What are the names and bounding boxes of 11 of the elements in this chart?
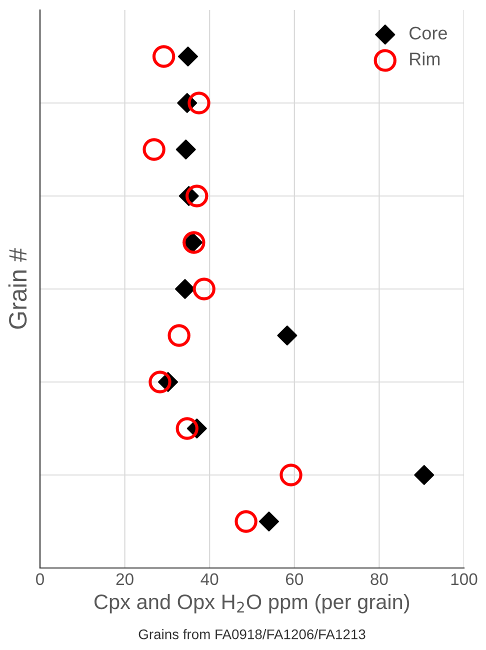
x-tick-label: 100	[451, 573, 478, 586]
x-axis-title: Cpx and Opx H$_{2}$O ppm (per grain)	[94, 594, 410, 614]
legend-label: Rim	[410, 52, 440, 66]
x-tick-label: 40	[200, 573, 218, 586]
x-tick-label: 20	[116, 573, 134, 586]
x-tick-label: 60	[286, 573, 304, 586]
legend-label: Core	[410, 26, 447, 40]
x-tick-label: 0	[36, 573, 44, 586]
y-axis-title: Grain #	[8, 248, 27, 329]
text: Grains from FA0918/FA1206/FA1213	[138, 629, 366, 640]
x-tick-label: 80	[370, 573, 388, 586]
